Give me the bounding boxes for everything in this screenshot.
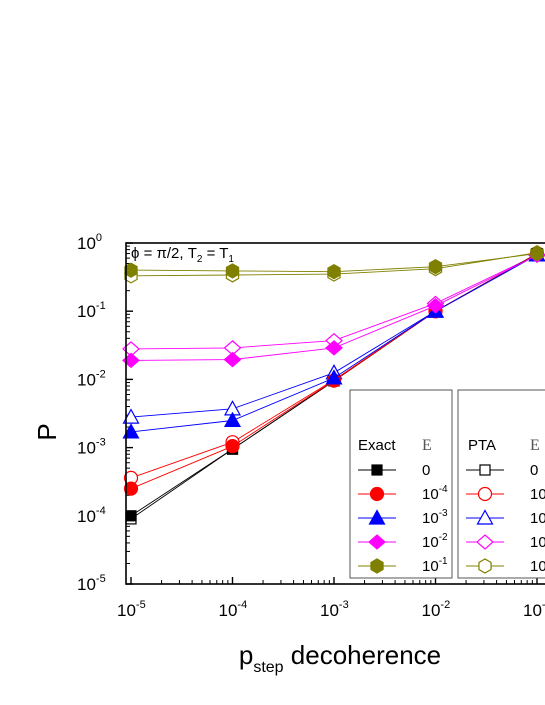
legend-label: 10-3 bbox=[422, 508, 448, 527]
x-tick-label: 10-3 bbox=[320, 599, 349, 620]
data-point-exact-hexagon bbox=[428, 258, 443, 275]
data-point-exact-circle bbox=[123, 481, 139, 496]
y-tick-label: 10-3 bbox=[77, 437, 106, 458]
x-tick-label: 10-1 bbox=[523, 599, 545, 620]
y-tick-label: 100 bbox=[77, 232, 102, 253]
legend-label: 0 bbox=[530, 462, 538, 479]
data-point-exact-circle bbox=[225, 439, 240, 454]
y-tick-label: 10-4 bbox=[77, 505, 106, 526]
legend-pta-box bbox=[457, 389, 545, 579]
legend-exact: Exact E 0 10-4 10-3 10-2 10-1 bbox=[349, 389, 453, 579]
legend-marker-square bbox=[371, 464, 383, 476]
data-point-exact-hexagon bbox=[530, 245, 544, 262]
y-axis-title: P bbox=[32, 423, 62, 440]
legend-exact-title: Exact bbox=[358, 437, 396, 454]
data-point-exact-hexagon bbox=[124, 262, 138, 278]
legend-label: 10 bbox=[530, 486, 545, 503]
y-tick-label: 10-2 bbox=[77, 368, 106, 389]
data-point-exact-hexagon bbox=[225, 263, 240, 279]
legend-label: 10 bbox=[530, 558, 545, 575]
legend-marker-hexagon bbox=[370, 558, 384, 574]
plot-frame bbox=[125, 242, 545, 585]
legend-exact-symbol-header: E bbox=[422, 437, 432, 454]
data-point-exact-triangle bbox=[122, 423, 140, 439]
legend-marker-diamond bbox=[368, 534, 386, 550]
data-point-exact-diamond bbox=[426, 298, 445, 314]
legend-marker-triangle bbox=[476, 509, 494, 525]
legend-pta: PTA E 0 10 10 10 10 bbox=[457, 389, 545, 579]
legend-pta-title: PTA bbox=[468, 437, 496, 454]
data-point-exact-diamond bbox=[325, 340, 343, 356]
legend-marker-circle bbox=[369, 486, 385, 502]
legend-label: 0 bbox=[422, 462, 430, 479]
legend-label: 10-1 bbox=[422, 556, 448, 575]
chart-annotation: ϕ = π/2, T2 = T1 bbox=[131, 245, 234, 265]
data-point-exact-triangle bbox=[223, 411, 242, 428]
data-point-pta-triangle bbox=[122, 408, 140, 424]
x-tick-label: 10-4 bbox=[219, 599, 248, 620]
legend-marker-diamond bbox=[476, 534, 494, 550]
data-point-exact-diamond bbox=[223, 351, 242, 368]
legend-label: 10-2 bbox=[422, 532, 448, 551]
legend-marker-circle bbox=[477, 486, 493, 502]
y-tick-label: 10-5 bbox=[77, 573, 106, 594]
legend-exact-box bbox=[349, 389, 453, 579]
legend-label: 10-4 bbox=[422, 484, 448, 503]
data-point-exact-triangle bbox=[325, 369, 343, 385]
legend-label: 10 bbox=[530, 534, 545, 551]
legend-label: 10 bbox=[530, 510, 545, 527]
legend-marker-square bbox=[479, 464, 491, 476]
x-tick-label: 10-5 bbox=[117, 599, 146, 620]
legend-pta-symbol-header: E bbox=[530, 437, 540, 454]
x-axis-title: pstep decoherence bbox=[239, 640, 441, 676]
legend-marker-hexagon bbox=[478, 558, 492, 574]
series-layer bbox=[122, 245, 545, 525]
x-tick-label: 10-2 bbox=[422, 599, 451, 620]
data-point-exact-square bbox=[125, 510, 137, 522]
legend-marker-triangle bbox=[368, 509, 386, 525]
data-point-exact-hexagon bbox=[327, 263, 341, 280]
y-tick-label: 10-1 bbox=[77, 300, 106, 321]
